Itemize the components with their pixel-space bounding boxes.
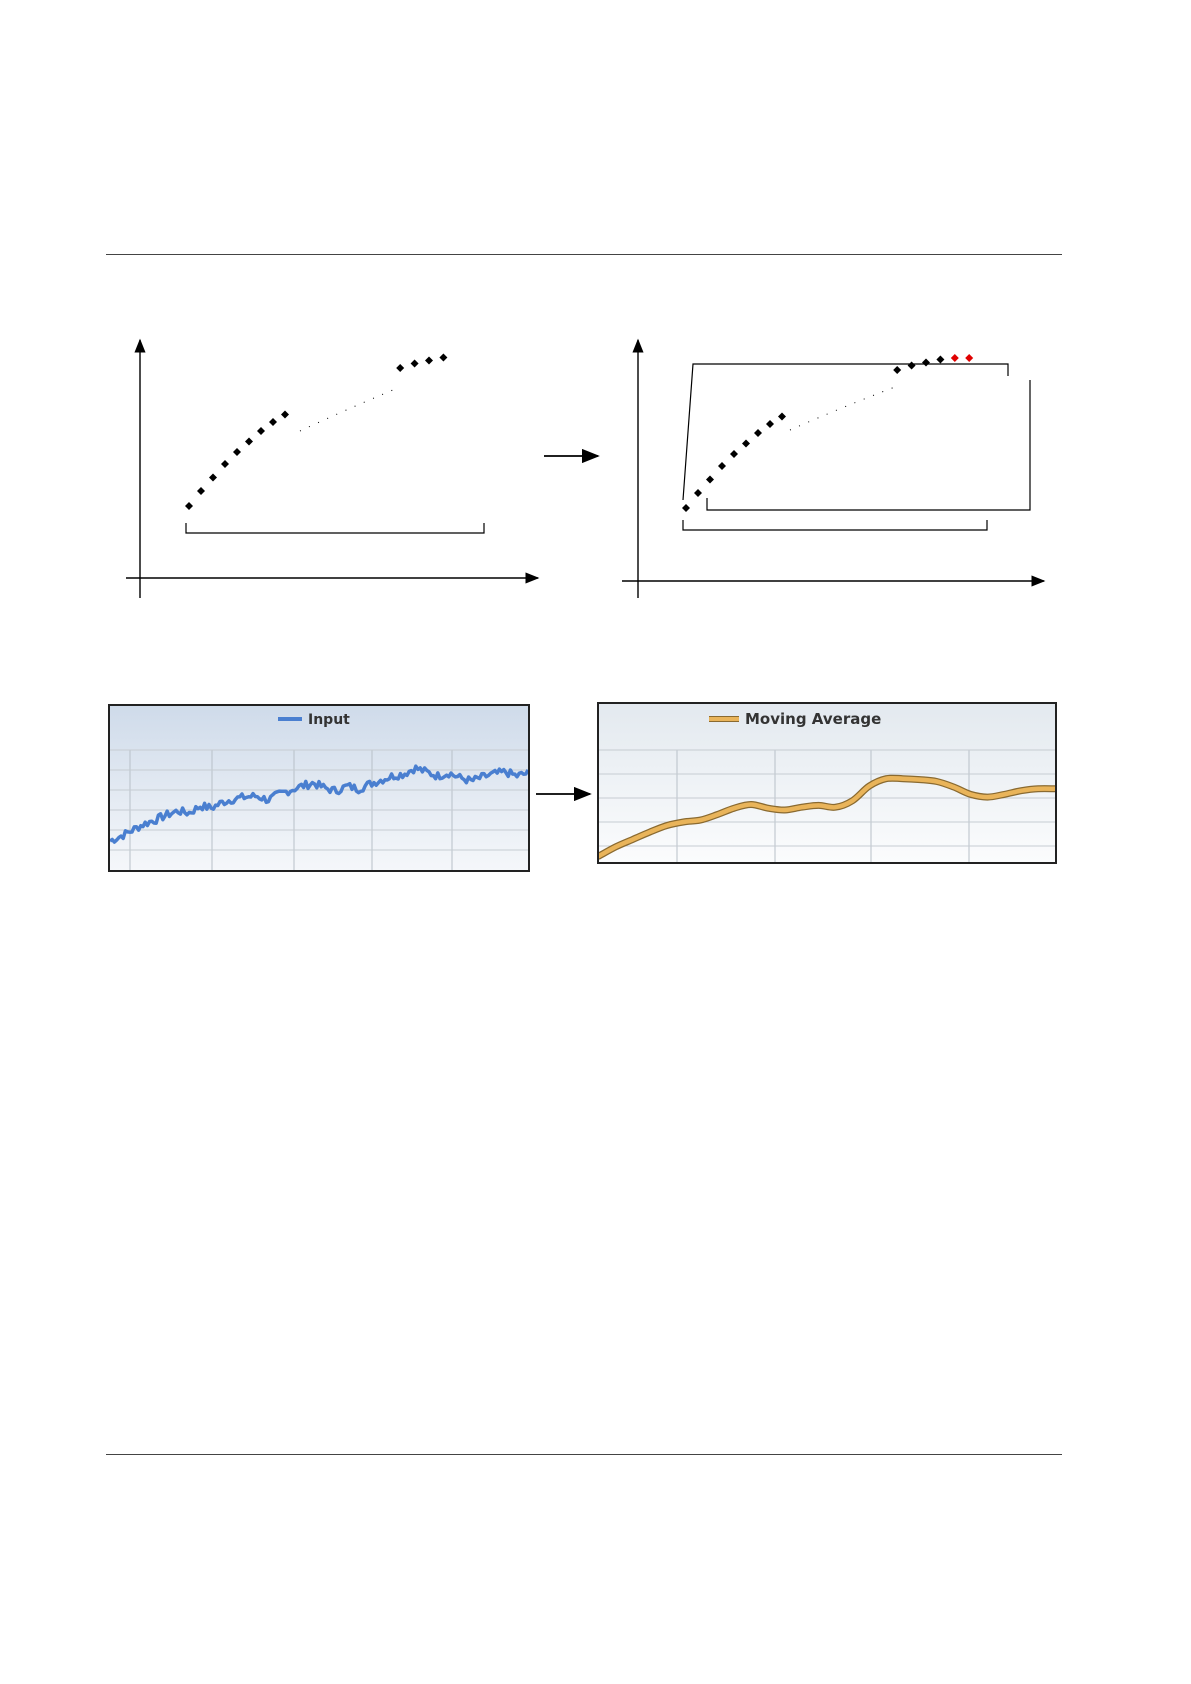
old-window-bracket [682,520,988,531]
moving-average-legend-label: Moving Average [745,710,881,728]
data-point [410,359,419,368]
data-point [778,412,786,421]
data-point [742,439,750,448]
chart-transition-arrow [536,786,592,802]
data-point [682,504,690,512]
data-point [233,448,241,456]
data-point [718,462,726,470]
data-point [245,437,253,446]
data-point [281,410,289,419]
data-point [209,473,217,482]
moving-average-chart-panel: Moving Average [597,702,1057,864]
old-window-outline [682,363,1009,501]
data-point [197,487,205,495]
data-point [221,460,229,468]
left-window-bracket [185,523,485,534]
data-point [257,427,265,435]
input-chart-grid [110,749,528,870]
right-dotted-gap [789,384,901,431]
input-chart: Input [110,706,528,870]
top-rule [106,254,1062,255]
data-point [269,418,277,426]
data-point [396,364,405,372]
data-point [185,502,193,510]
data-point [907,361,916,370]
data-point [754,429,762,437]
new-window-outline [706,380,1031,511]
data-point [893,366,902,374]
data-point [936,355,945,364]
new-data-point [965,354,974,362]
left-dotted-gap [299,386,401,432]
input-chart-panel: Input [108,704,530,872]
input-chart-background [110,706,528,870]
data-point [922,358,930,367]
data-point [730,450,738,458]
sliding-window-diagram [126,338,1046,598]
input-legend-label: Input [308,712,350,728]
data-point [694,489,702,497]
data-point [425,356,433,365]
moving-average-chart-background [599,704,1055,862]
data-point [706,475,714,484]
input-series-line [110,764,528,844]
moving-average-series-line [599,775,1055,859]
data-point [439,353,448,362]
bottom-rule [106,1454,1062,1455]
moving-average-chart: Moving Average [599,704,1055,862]
data-point [766,420,774,428]
new-data-point [950,354,959,362]
